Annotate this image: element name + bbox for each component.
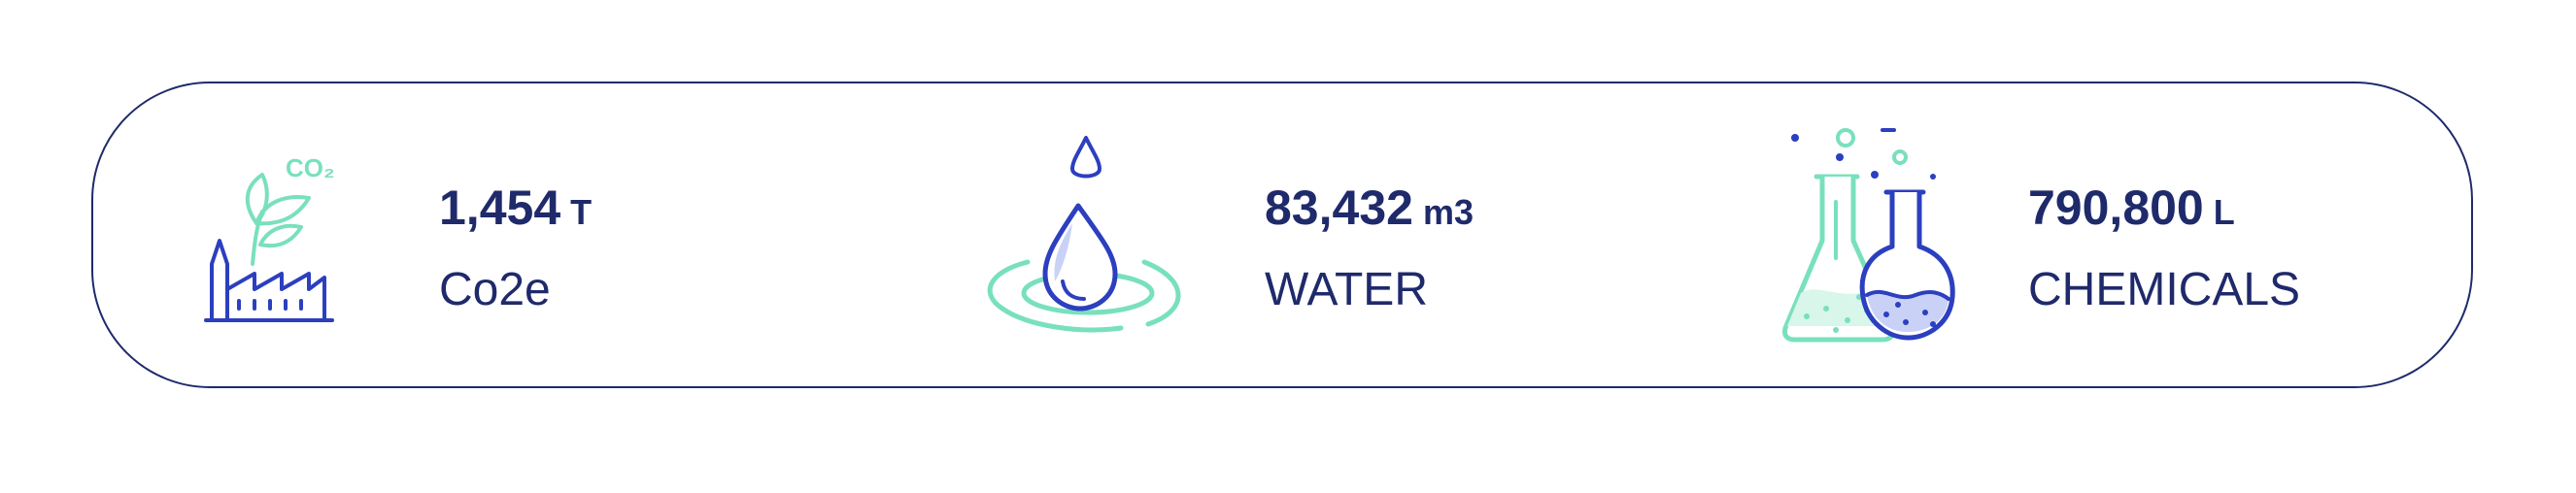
chemical-flasks-icon (1778, 122, 1962, 351)
stat-value-number: 790,800 (2028, 181, 2204, 235)
factory-leaf-co2-icon: CO₂ (200, 130, 346, 324)
stat-value: 790,800 L (2028, 179, 2235, 242)
stat-chemicals: 790,800 L CHEMICALS (1715, 83, 2473, 386)
stat-unit: T (570, 192, 593, 232)
co2-icon-text: CO₂ (286, 153, 335, 182)
stat-value: 83,432 m3 (1265, 179, 1474, 242)
stats-panel: CO₂ 1,454 T Co2e (91, 82, 2473, 388)
stat-unit: L (2213, 192, 2235, 232)
water-drop-ripple-icon (964, 126, 1197, 359)
stat-value-number: 83,432 (1265, 181, 1413, 235)
stat-value: 1,454 T (439, 179, 592, 242)
stat-label: CHEMICALS (2028, 264, 2301, 315)
stat-value-number: 1,454 (439, 181, 561, 235)
stat-water: 83,432 m3 WATER (919, 83, 1696, 386)
stat-co2e: CO₂ 1,454 T Co2e (93, 83, 870, 386)
stat-unit: m3 (1422, 192, 1474, 232)
stat-label: Co2e (439, 264, 551, 315)
stat-label: WATER (1265, 264, 1428, 315)
